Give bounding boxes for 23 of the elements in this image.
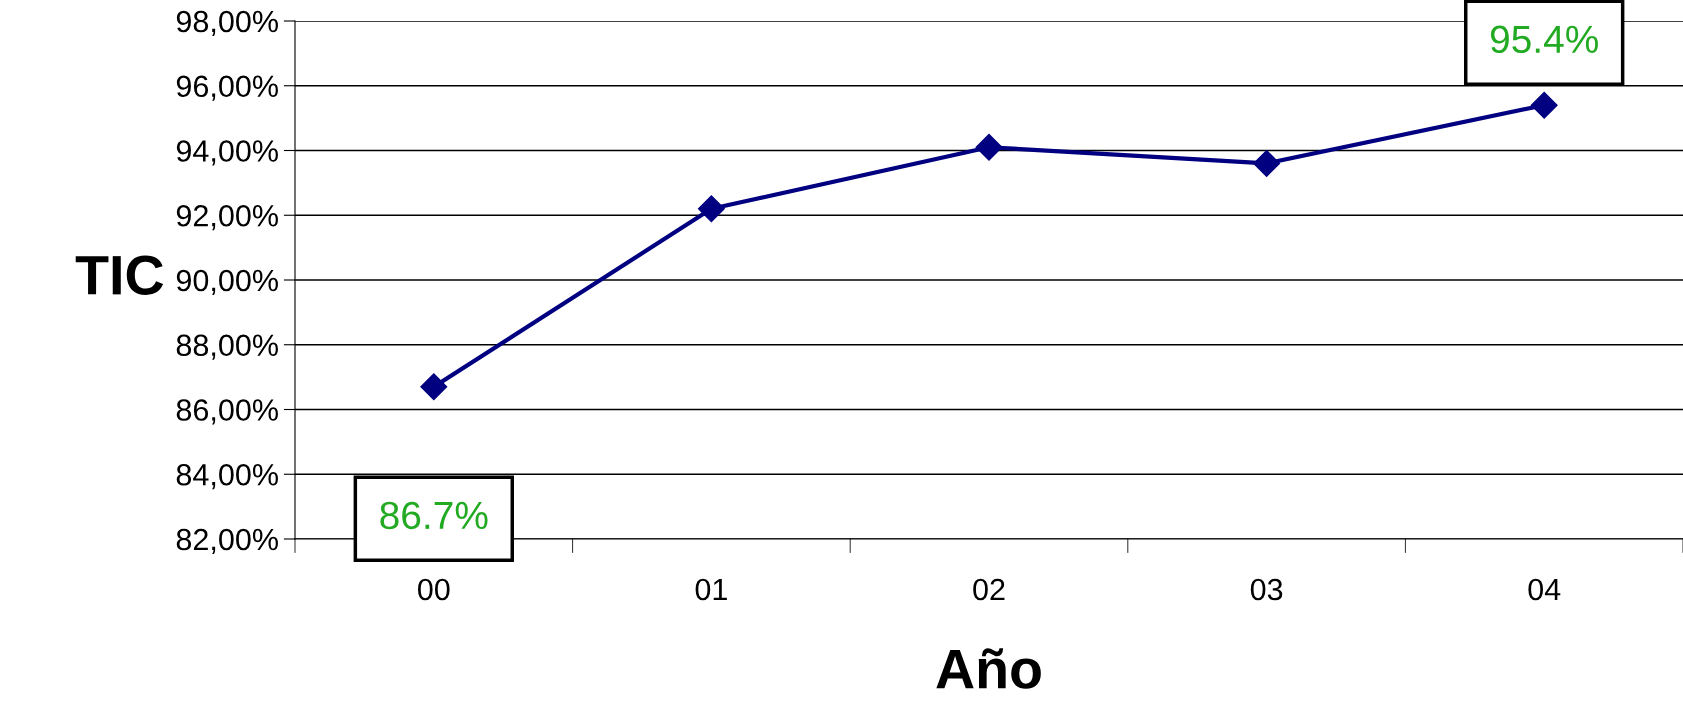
point — [420, 373, 448, 401]
y-tick-label: 98,00% — [176, 10, 278, 36]
y-tick-label: 96,00% — [176, 75, 278, 101]
point — [1253, 149, 1281, 177]
point — [975, 133, 1003, 161]
y-tick-label: 90,00% — [176, 269, 278, 295]
point — [1530, 91, 1558, 119]
annotation: 95.4% — [1490, 25, 1598, 54]
x-tick-label: 00 — [418, 578, 450, 601]
y-tick-label: 92,00% — [176, 204, 278, 231]
x-tick-label: 02 — [973, 578, 1005, 601]
point — [697, 195, 725, 223]
x-tick-label: 04 — [1528, 578, 1561, 601]
y-axis-title: TIC — [75, 255, 164, 295]
y-tick-label: 82,00% — [176, 528, 278, 554]
x-tick-label: 03 — [1250, 578, 1283, 601]
y-tick-label: 94,00% — [176, 140, 278, 166]
y-tick-label: 84,00% — [176, 463, 278, 490]
annotation: 86.7% — [380, 501, 488, 530]
y-tick-label: 88,00% — [176, 334, 278, 360]
x-tick-label: 01 — [695, 578, 727, 601]
y-tick-label: 86,00% — [176, 399, 278, 425]
x-axis-title: Año — [936, 648, 1041, 689]
